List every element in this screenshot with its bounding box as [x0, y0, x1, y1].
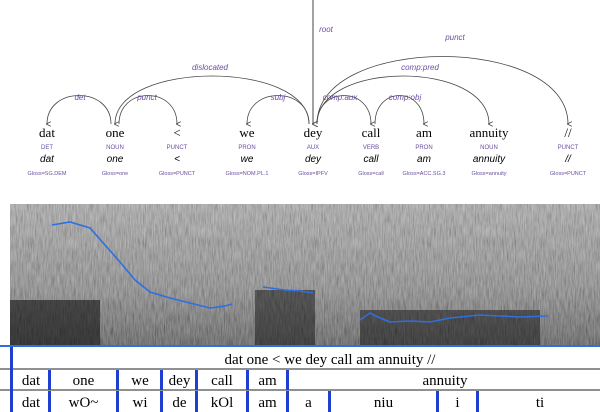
interval-boundary [436, 391, 439, 412]
token-form: am [416, 125, 432, 140]
screen: dat DET dat Gloss=SG.DEM one NOUN one Gloss=one… [0, 0, 600, 412]
interval-boundary [195, 370, 198, 390]
arc-label: comp:obj [389, 93, 422, 102]
token-form-alt: we [241, 154, 254, 165]
dependency-arc [317, 57, 568, 125]
token-upos: NOUN [106, 145, 124, 151]
tier-edge [10, 347, 13, 412]
token-gloss: Gloss=PUNCT [159, 171, 196, 177]
phone-interval: niu [374, 395, 394, 411]
token-form-alt: am [417, 154, 431, 165]
token-form-alt: // [564, 154, 572, 165]
interval-boundary [246, 391, 249, 412]
token-form: call [362, 125, 381, 140]
word-interval: annuity [423, 373, 468, 389]
token-upos: AUX [307, 145, 319, 151]
token-gloss: Gloss=NOM.PL.1 [226, 171, 269, 177]
token-form-alt: one [107, 154, 124, 165]
token-form-alt: call [363, 154, 379, 165]
token-gloss: Gloss=IPFV [298, 171, 328, 177]
token-upos: PUNCT [558, 145, 579, 151]
word-interval: am [258, 373, 277, 389]
word-interval: dat [22, 373, 41, 389]
token-gloss: Gloss=annuity [471, 171, 506, 177]
interval-boundary [476, 391, 479, 412]
phone-interval: de [172, 395, 187, 411]
interval-boundary [286, 391, 289, 412]
arc-label: punct [444, 33, 465, 42]
interval-boundary [48, 391, 51, 412]
phone-interval: kOl [211, 395, 234, 411]
token-upos: DET [41, 145, 53, 151]
phone-interval: ti [536, 395, 544, 411]
token-gloss: Gloss=one [102, 171, 128, 177]
root-label: root [319, 25, 334, 34]
token-form: annuity [470, 125, 509, 140]
interval-boundary [195, 391, 198, 412]
phone-interval: i [455, 395, 459, 411]
token-form: one [106, 125, 125, 140]
arc-label: comp:pred [401, 63, 439, 72]
token-gloss: Gloss=ACC.SG.3 [403, 171, 446, 177]
word-interval: dey [169, 373, 191, 389]
token-upos: VERB [363, 145, 379, 151]
token-form: we [239, 125, 254, 140]
word-interval: we [131, 373, 149, 389]
token-form: // [564, 125, 572, 140]
interval-boundary [286, 370, 289, 390]
interval-boundary [160, 370, 163, 390]
phone-interval: wi [133, 395, 148, 411]
arc-label: subj [271, 93, 286, 102]
token-form-alt: dey [305, 154, 322, 165]
token-gloss: Gloss=SG.DEM [28, 171, 67, 177]
phone-interval: dat [22, 395, 41, 411]
interval-boundary [116, 391, 119, 412]
token-upos: PRON [415, 145, 432, 151]
phone-interval: wO~ [69, 395, 99, 411]
sentence-tier: dat one < we dey call am annuity // [225, 352, 437, 368]
arc-label: dislocated [192, 63, 229, 72]
token-form: dat [39, 125, 55, 140]
interval-boundary [116, 370, 119, 390]
token-form: dey [304, 125, 323, 140]
arc-label: det [74, 93, 86, 102]
interval-boundary [48, 370, 51, 390]
token-upos: PRON [238, 145, 255, 151]
token-upos: NOUN [480, 145, 498, 151]
token-upos: PUNCT [167, 145, 188, 151]
phone-interval: a [305, 395, 312, 411]
interval-boundary [160, 391, 163, 412]
word-interval: call [211, 373, 233, 389]
token-gloss: Gloss=PUNCT [550, 171, 587, 177]
token-form: < [173, 125, 180, 140]
token-form-alt: annuity [473, 154, 506, 165]
interval-boundary [246, 370, 249, 390]
spectrogram [10, 204, 600, 346]
phone-interval: am [258, 395, 277, 411]
word-interval: one [73, 373, 95, 389]
arc-label: punct [136, 93, 157, 102]
token-gloss: Gloss=call [358, 171, 384, 177]
interval-boundary [328, 391, 331, 412]
token-form-alt: < [174, 154, 180, 165]
token-form-alt: dat [40, 154, 55, 165]
